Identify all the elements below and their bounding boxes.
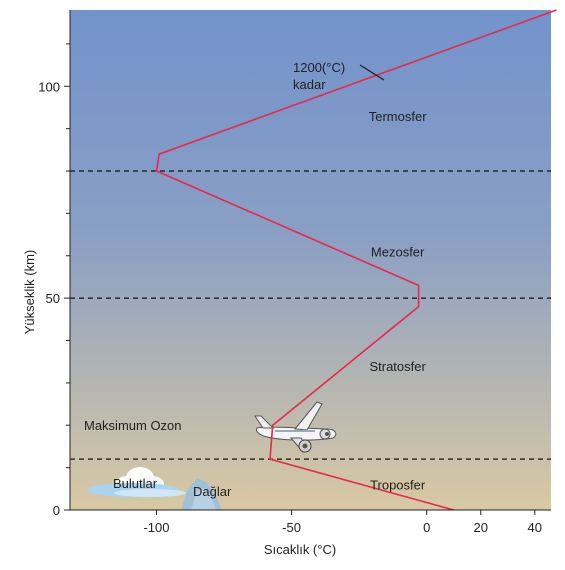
airplane-icon (254, 401, 337, 453)
clouds-label: Bulutlar (113, 476, 158, 491)
temperature-profile-line (155, 9, 557, 511)
x-tick-label-3: 20 (474, 520, 488, 535)
y-tick-label-0: 0 (53, 503, 60, 518)
max-temp-annotation-line1: 1200(°C) (293, 60, 345, 75)
layer-label-mezosfer: Mezosfer (371, 245, 425, 260)
mountain-icon (181, 478, 222, 510)
max-temp-annotation-line2: kadar (293, 77, 326, 92)
layer-label-stratosfer: Stratosfer (369, 359, 426, 374)
x-tick-label-1: -50 (282, 520, 301, 535)
x-axis-title: Sıcaklık (°C) (264, 542, 336, 557)
layer-label-troposfer: Troposfer (370, 478, 426, 493)
x-tick-label-2: 0 (423, 520, 430, 535)
x-tick-label-4: 40 (528, 520, 542, 535)
ozone-label: Maksimum Ozon (84, 418, 182, 433)
max-temp-pointer (359, 64, 385, 81)
layer-label-termosfer: Termosfer (369, 109, 427, 124)
mountains-label: Dağlar (193, 484, 232, 499)
x-tick-label-0: -100 (143, 520, 169, 535)
y-axis-title: Yükseklik (km) (22, 250, 37, 335)
y-tick-label-2: 100 (38, 79, 60, 94)
cloud-icon (87, 467, 186, 497)
y-tick-label-1: 50 (46, 291, 60, 306)
plot-background (70, 10, 551, 510)
